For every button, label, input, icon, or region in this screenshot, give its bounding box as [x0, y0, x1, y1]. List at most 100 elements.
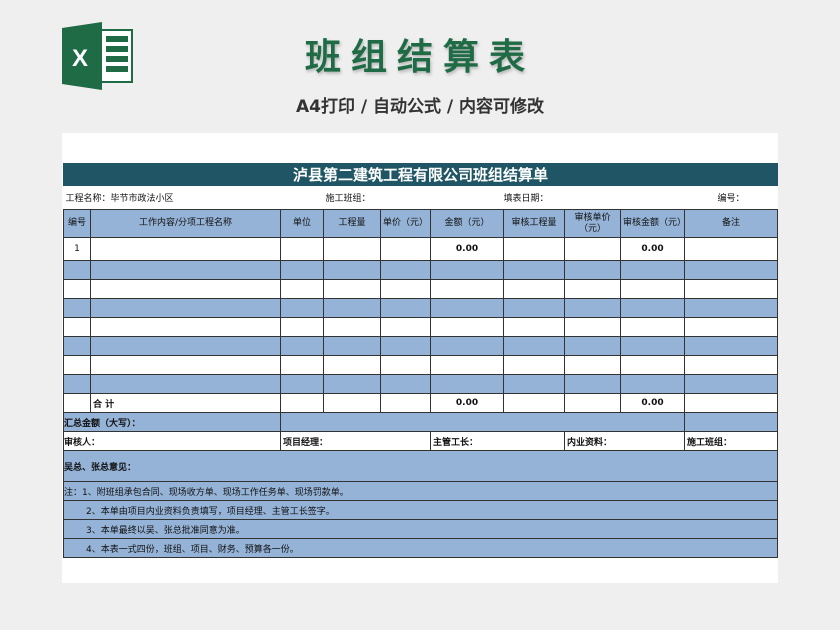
table-cell[interactable] [620, 298, 685, 318]
table-cell[interactable] [430, 336, 504, 356]
table-cell[interactable] [683, 260, 779, 280]
table-cell[interactable] [280, 260, 324, 280]
table-cell[interactable] [63, 260, 91, 280]
project-name[interactable]: 工程名称：毕节市政法小区 [63, 185, 324, 210]
table-cell[interactable] [280, 355, 324, 375]
table-cell[interactable] [323, 336, 381, 356]
table-cell[interactable] [90, 237, 281, 261]
table-cell[interactable] [503, 237, 565, 261]
table-cell[interactable] [323, 298, 381, 318]
table-cell[interactable] [280, 298, 324, 318]
table-cell[interactable] [323, 260, 381, 280]
note-line: 3、本单最终以吴、张总批准同意为准。 [62, 519, 779, 539]
table-cell[interactable] [683, 355, 779, 375]
signature-records[interactable]: 内业资料： [564, 431, 685, 451]
table-cell[interactable]: 1 [63, 237, 91, 261]
table-cell[interactable] [63, 298, 91, 318]
table-cell[interactable] [280, 237, 324, 261]
table-cell[interactable] [430, 260, 504, 280]
number-field[interactable]: 编号： [684, 185, 778, 210]
table-cell[interactable] [564, 260, 621, 280]
table-cell[interactable] [564, 355, 621, 375]
summary-value[interactable] [280, 412, 685, 432]
table-cell[interactable] [380, 260, 431, 280]
signature-reviewer[interactable]: 审核人： [63, 431, 281, 451]
table-cell[interactable] [280, 279, 324, 299]
table-cell[interactable] [90, 279, 281, 299]
table-cell[interactable] [683, 317, 779, 337]
total-audit-amount: 0.00 [620, 393, 685, 413]
table-cell[interactable] [90, 317, 281, 337]
table-cell[interactable] [620, 374, 685, 394]
table-cell[interactable] [683, 336, 779, 356]
total-label: 合 计 [90, 393, 281, 413]
table-cell[interactable] [323, 355, 381, 375]
signature-foreman[interactable]: 主管工长： [430, 431, 565, 451]
table-cell[interactable] [564, 336, 621, 356]
table-cell[interactable] [564, 317, 621, 337]
table-cell[interactable] [323, 317, 381, 337]
table-cell [323, 393, 381, 413]
table-cell[interactable] [430, 317, 504, 337]
table-cell[interactable] [430, 298, 504, 318]
table-cell[interactable] [683, 298, 779, 318]
table-cell [503, 393, 565, 413]
table-cell[interactable] [90, 298, 281, 318]
table-cell[interactable] [323, 237, 381, 261]
table-cell[interactable] [63, 317, 91, 337]
table-cell[interactable] [63, 355, 91, 375]
table-cell[interactable] [90, 260, 281, 280]
table-cell[interactable] [323, 279, 381, 299]
table-cell[interactable] [280, 374, 324, 394]
table-cell[interactable] [503, 260, 565, 280]
table-cell[interactable] [380, 336, 431, 356]
table-cell[interactable] [683, 237, 779, 261]
table-cell[interactable] [380, 374, 431, 394]
table-cell[interactable] [564, 237, 621, 261]
table-cell[interactable] [503, 317, 565, 337]
signature-manager[interactable]: 项目经理： [280, 431, 431, 451]
table-cell[interactable] [503, 336, 565, 356]
table-cell[interactable] [430, 374, 504, 394]
table-cell[interactable] [380, 298, 431, 318]
table-cell[interactable] [683, 374, 779, 394]
table-cell[interactable] [620, 355, 685, 375]
table-cell[interactable] [380, 317, 431, 337]
table-cell[interactable] [503, 298, 565, 318]
table-cell[interactable] [63, 374, 91, 394]
note-line: 4、本表一式四份，班组、项目、财务、预算各一份。 [62, 538, 779, 558]
table-cell[interactable] [380, 279, 431, 299]
table-cell[interactable] [620, 336, 685, 356]
table-cell[interactable] [430, 355, 504, 375]
table-cell[interactable] [280, 317, 324, 337]
table-row: 1 0.00 0.00 [63, 237, 779, 261]
settlement-table: 泸县第二建筑工程有限公司班组结算单 工程名称：毕节市政法小区 施工班组： 填表日… [62, 163, 779, 558]
table-cell[interactable] [380, 355, 431, 375]
column-header: 备注 [683, 209, 779, 238]
table-cell[interactable] [63, 279, 91, 299]
table-cell[interactable] [564, 279, 621, 299]
table-cell[interactable] [380, 237, 431, 261]
table-cell[interactable] [503, 374, 565, 394]
table-cell[interactable] [90, 355, 281, 375]
table-cell[interactable] [90, 374, 281, 394]
table-cell[interactable] [430, 279, 504, 299]
table-cell[interactable] [323, 374, 381, 394]
table-cell[interactable] [90, 336, 281, 356]
table-cell[interactable] [564, 374, 621, 394]
table-cell[interactable]: 0.00 [430, 237, 504, 261]
date-field[interactable]: 填表日期： [503, 185, 685, 210]
table-cell[interactable] [63, 336, 91, 356]
table-cell[interactable] [564, 298, 621, 318]
table-cell[interactable] [620, 279, 685, 299]
signature-team[interactable]: 施工班组： [683, 431, 779, 451]
table-cell[interactable]: 0.00 [620, 237, 685, 261]
table-cell[interactable] [683, 279, 779, 299]
table-cell[interactable] [620, 260, 685, 280]
table-cell[interactable] [620, 317, 685, 337]
table-cell[interactable] [280, 336, 324, 356]
opinion-field[interactable]: 吴总、张总意见： [62, 450, 779, 482]
table-cell[interactable] [503, 279, 565, 299]
team-field[interactable]: 施工班组： [323, 185, 504, 210]
table-cell[interactable] [503, 355, 565, 375]
